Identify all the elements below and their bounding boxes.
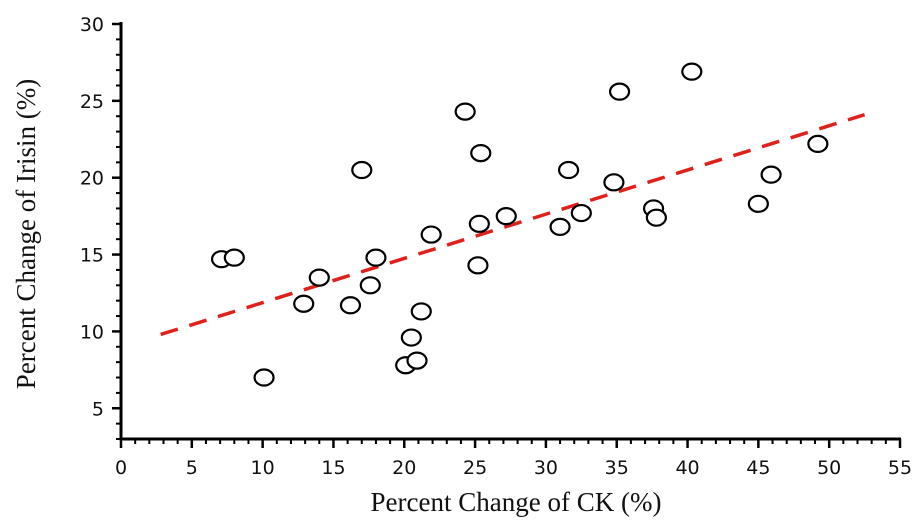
data-point [365,248,387,267]
data-point [645,208,667,227]
data-points [210,62,829,387]
data-point [454,102,476,121]
minor-ticks [116,38,887,444]
data-point [339,296,362,315]
x-tick-label: 25 [463,457,487,479]
data-point [410,302,432,321]
x-tick-label: 50 [817,457,841,479]
y-ticks: 5 10 15 20 25 30 [80,14,121,420]
data-point [557,160,580,180]
y-tick-label: 15 [80,245,104,267]
y-tick-label: 25 [80,91,104,113]
trend-layer [160,113,866,337]
x-tick-label: 35 [605,457,629,479]
data-point [570,203,592,223]
x-tick-label: 30 [534,457,558,479]
data-point [308,268,330,287]
y-tick-label: 5 [92,398,104,420]
data-point [293,294,315,313]
data-point [495,207,517,226]
data-point [608,82,631,101]
data-point [359,276,381,295]
axes: 0 5 10 15 20 25 30 35 40 45 50 55 5 10 15 20 25 30 [80,14,912,479]
data-point [549,217,571,236]
data-point [253,368,275,387]
y-axis-title: Percent Change of Irisin (%) [11,79,41,389]
data-point [470,144,492,163]
x-tick-label: 10 [251,457,275,479]
y-tick-label: 10 [80,321,104,343]
x-tick-label: 5 [186,457,198,479]
x-tick-label: 45 [746,457,770,479]
x-axis-title: Percent Change of CK (%) [371,487,662,517]
data-point [807,134,829,153]
x-tick-label: 0 [115,457,127,479]
data-point [603,173,625,192]
data-point [468,214,490,233]
x-tick-label: 20 [392,457,416,479]
data-point [681,62,703,81]
data-point [400,328,422,347]
data-point [747,194,769,213]
y-tick-label: 30 [80,14,104,36]
data-point [351,160,373,180]
x-ticks: 0 5 10 15 20 25 30 35 40 45 50 55 [115,439,912,479]
y-tick-label: 20 [80,168,104,190]
data-point [420,225,442,244]
data-point [760,165,782,184]
data-point [406,351,428,370]
data-point [223,248,245,267]
data-point [467,256,489,275]
x-tick-label: 15 [321,457,345,479]
trend-line [160,113,866,337]
x-tick-label: 55 [888,457,912,479]
x-tick-label: 40 [675,457,699,479]
